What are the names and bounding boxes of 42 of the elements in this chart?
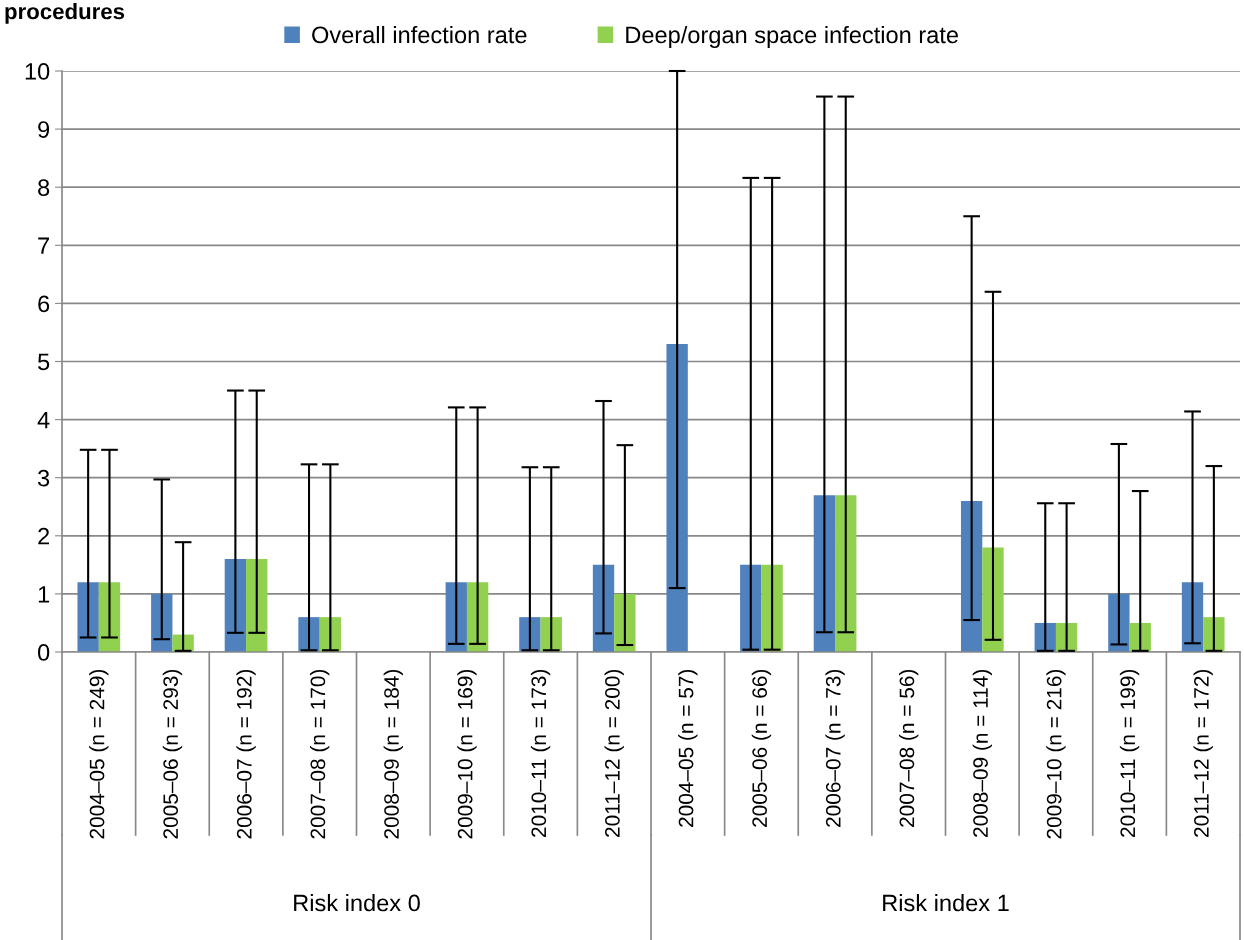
bar: [445, 582, 467, 652]
x-tick-label: 2009–10 (n = 216): [1046, 669, 1066, 839]
bar: [466, 582, 489, 652]
x-tick-label: 2005–06 (n = 293): [162, 669, 183, 839]
x-tick-label: 2005–06 (n = 66): [751, 669, 772, 827]
x-tick-label: 2008–09 (n = 114): [972, 669, 993, 837]
legend-label: Overall infection rate: [312, 25, 527, 44]
x-tick-label: 2008–09 (n = 184): [383, 669, 404, 839]
bar: [224, 559, 247, 652]
bar: [982, 547, 1004, 652]
y-tick-label: 0: [37, 644, 50, 661]
y-tick-label: 3: [37, 469, 50, 487]
bar: [666, 344, 688, 652]
x-tick-label: 2006–07 (n = 192): [236, 669, 256, 839]
y-tick-label: 10: [25, 63, 50, 80]
y-tick-label: 5: [38, 353, 50, 371]
legend-label: Deep/organ space infection rate: [626, 25, 958, 48]
y-tick-label: 4: [37, 411, 50, 429]
y-tick-label: 6: [38, 295, 50, 313]
text: Risk index 0: [294, 893, 420, 912]
bar: [246, 559, 268, 652]
bar: [960, 500, 983, 652]
x-tick-label: 2011–12 (n = 172): [1193, 669, 1213, 837]
y-tick-label: 1: [38, 586, 50, 603]
x-tick-label: 2004–05 (n = 249): [89, 669, 109, 839]
x-tick-label: 2010–11 (n = 173): [530, 669, 551, 837]
y-tick-label: 9: [38, 121, 50, 138]
y-tick-label: 8: [38, 179, 50, 196]
x-tick-label: 2010–11 (n = 199): [1119, 669, 1140, 837]
bar: [835, 495, 857, 652]
x-tick-label: 2006–07 (n = 73): [825, 669, 845, 827]
x-tick-label: 2007–08 (n = 170): [309, 669, 330, 839]
x-tick-label: 2004–05 (n = 57): [678, 669, 698, 827]
chart-title: procedures: [5, 3, 125, 24]
bar: [813, 495, 836, 652]
text: Risk index 1: [883, 893, 1009, 912]
bar: [1108, 593, 1130, 652]
y-tick-label: 2: [38, 527, 50, 545]
y-tick-label: 7: [38, 237, 50, 254]
x-tick-label: 2009–10 (n = 169): [457, 669, 477, 839]
x-tick-label: 2007–08 (n = 56): [898, 669, 919, 827]
x-tick-label: 2011–12 (n = 200): [604, 669, 624, 837]
